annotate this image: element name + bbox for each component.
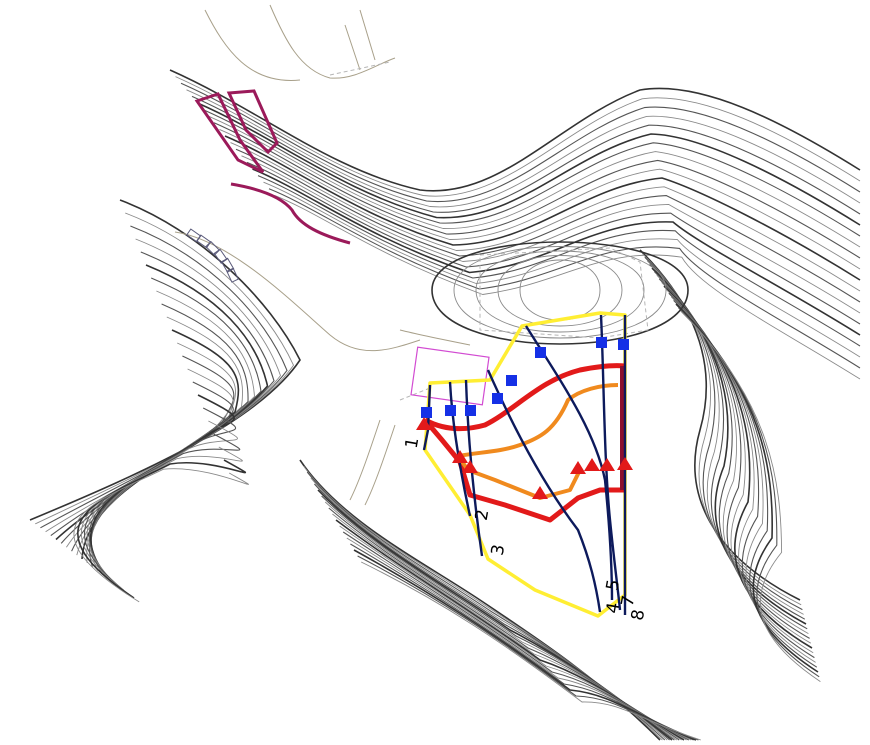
contour-line (186, 89, 861, 208)
contour-line (81, 329, 240, 560)
contour-line (191, 95, 861, 215)
contour-line (475, 250, 645, 333)
profile-labels: 1 2 3 4 5 7 8 (402, 436, 650, 622)
contour-line (639, 249, 801, 601)
contour-line (73, 468, 249, 603)
profile-label-3: 3 (488, 543, 510, 557)
contour-line (40, 225, 288, 529)
contour-line (88, 407, 237, 583)
contour-line (77, 459, 247, 599)
contour-line (50, 251, 275, 537)
contour-line (202, 109, 861, 237)
contour-line (169, 69, 861, 192)
contour-line (86, 420, 238, 587)
contour-line (646, 260, 804, 615)
contour-line (453, 246, 667, 339)
contour-line (257, 175, 861, 347)
contour-line (219, 128, 861, 270)
profile-label-4: 4 (603, 601, 625, 615)
contour-line (83, 433, 241, 591)
contour-line (663, 285, 813, 649)
profile-label-8: 8 (628, 608, 650, 622)
contour-line (497, 255, 623, 327)
contour-line (519, 259, 601, 321)
contour-line (246, 161, 861, 325)
contour-line (431, 241, 689, 345)
contour-line (656, 274, 809, 634)
contour-line (274, 194, 861, 380)
culvert-chain (186, 228, 239, 283)
contour-line (175, 76, 861, 197)
contour-line (658, 278, 810, 639)
contour-line (670, 296, 816, 663)
contour-line (55, 264, 269, 541)
contour-line (90, 381, 234, 575)
magenta-features (194, 89, 351, 245)
profile-label-2: 2 (472, 508, 494, 522)
contour-line (35, 212, 295, 525)
profile-label-1: 1 (402, 436, 424, 450)
contour-line (353, 549, 697, 741)
contour-line (180, 82, 861, 203)
contour-line (680, 310, 821, 682)
contour-line (268, 188, 861, 369)
contour-line (668, 292, 815, 659)
road-lines (174, 4, 471, 506)
contour-line (230, 142, 861, 292)
contour-line (197, 102, 861, 226)
contour-line (208, 115, 861, 248)
contour-line (673, 300, 818, 668)
contour-lines (29, 69, 861, 741)
profile-label-7: 7 (618, 594, 640, 608)
contour-line (241, 155, 861, 314)
contour-line (235, 148, 861, 303)
contour-line (654, 271, 808, 630)
contour-line (642, 253, 802, 606)
contour-line (252, 168, 861, 336)
triangle-markers (416, 417, 633, 499)
contour-line (86, 342, 236, 563)
contour-line (357, 555, 699, 741)
contour-line (80, 446, 243, 595)
contour-line (213, 122, 861, 259)
contour-line (263, 181, 861, 358)
contour-line (224, 135, 861, 281)
contour-line (361, 561, 701, 741)
square-markers (421, 337, 629, 418)
pad-outlines (329, 61, 649, 401)
profile-label-5: 5 (603, 578, 625, 592)
contour-line (89, 394, 235, 579)
